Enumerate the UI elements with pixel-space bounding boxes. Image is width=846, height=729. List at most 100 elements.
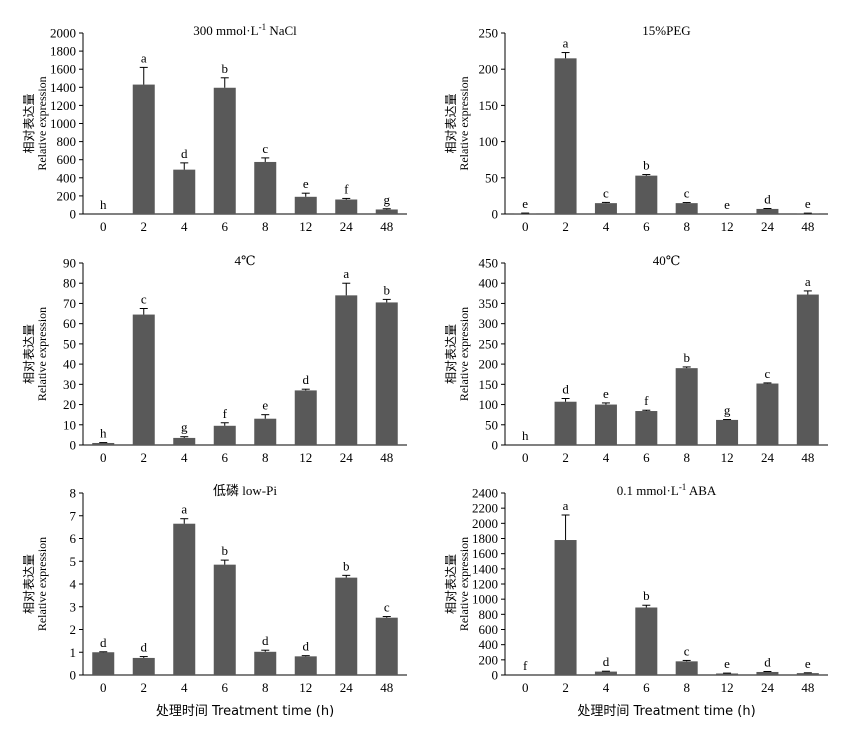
significance-letter: e xyxy=(724,656,730,671)
x-tick-label: 6 xyxy=(643,219,650,234)
significance-letter: e xyxy=(522,196,528,211)
y-tick-label: 30 xyxy=(63,377,76,392)
significance-letter: f xyxy=(523,658,528,673)
x-tick-label: 2 xyxy=(562,680,569,695)
bar xyxy=(756,671,779,675)
significance-letter: a xyxy=(805,274,811,289)
bar xyxy=(554,540,577,675)
x-tick-label: 6 xyxy=(222,450,229,465)
x-tick-label: 48 xyxy=(380,680,393,695)
x-axis-title: 处理时间 Treatment time (h) xyxy=(156,704,334,719)
chart-panel-2: 0 50 100 150 200 250 e 0 a 2 c 4 b 6 c 8 e 12 d 24 e 48 15%PEG… xyxy=(444,23,828,234)
bar xyxy=(335,199,358,214)
x-tick-label: 8 xyxy=(683,680,690,695)
x-tick-label: 12 xyxy=(299,450,312,465)
y-tick-label: 1800 xyxy=(472,531,498,546)
significance-letter: d xyxy=(262,633,269,648)
x-tick-label: 6 xyxy=(643,680,650,695)
significance-letter: c xyxy=(684,186,690,201)
y-tick-label: 250 xyxy=(479,26,499,41)
panel-title: 40℃ xyxy=(653,253,681,268)
bar xyxy=(796,294,819,445)
y-axis-title-cn: 相对表达量 xyxy=(444,324,458,384)
y-axis-title-cn: 相对表达量 xyxy=(22,93,36,153)
x-tick-label: 24 xyxy=(761,680,775,695)
y-tick-label: 200 xyxy=(479,357,499,372)
significance-letter: g xyxy=(384,192,391,207)
x-tick-label: 48 xyxy=(801,219,814,234)
y-tick-label: 10 xyxy=(63,417,76,432)
x-tick-label: 48 xyxy=(380,450,393,465)
significance-letter: a xyxy=(181,502,187,517)
y-tick-label: 1800 xyxy=(50,44,76,59)
bar xyxy=(375,302,398,445)
significance-letter: d xyxy=(603,654,610,669)
chart-panel-6: 0200400600800100012001400160018002000220… xyxy=(444,482,828,719)
y-tick-label: 200 xyxy=(57,188,77,203)
significance-letter: d xyxy=(562,381,569,396)
x-tick-label: 0 xyxy=(100,450,107,465)
significance-letter: b xyxy=(222,543,229,558)
y-tick-label: 6 xyxy=(70,531,77,546)
significance-letter: c xyxy=(141,292,147,307)
bar xyxy=(796,213,819,214)
significance-letter: d xyxy=(764,191,771,206)
significance-letter: a xyxy=(141,50,147,65)
bar xyxy=(173,523,196,675)
bar xyxy=(294,196,317,214)
bar xyxy=(213,425,236,445)
bar xyxy=(796,673,819,675)
y-tick-label: 350 xyxy=(479,296,499,311)
x-tick-label: 12 xyxy=(721,219,734,234)
significance-letter: d xyxy=(303,639,310,654)
x-tick-label: 24 xyxy=(761,219,775,234)
y-tick-label: 1200 xyxy=(50,98,76,113)
bar xyxy=(635,411,658,445)
y-axis-title-en: Relative expression xyxy=(457,76,471,170)
y-tick-label: 400 xyxy=(479,637,499,652)
x-tick-label: 0 xyxy=(522,219,529,234)
bar xyxy=(514,213,537,214)
x-tick-label: 12 xyxy=(721,680,734,695)
y-tick-label: 20 xyxy=(63,397,76,412)
y-tick-label: 200 xyxy=(479,62,499,77)
y-tick-label: 400 xyxy=(57,170,77,185)
y-tick-label: 150 xyxy=(479,377,499,392)
y-tick-label: 600 xyxy=(57,152,77,167)
y-axis-title-en: Relative expression xyxy=(457,537,471,631)
x-tick-label: 2 xyxy=(141,680,148,695)
y-tick-label: 400 xyxy=(479,276,499,291)
bar xyxy=(213,87,236,214)
y-tick-label: 1600 xyxy=(50,62,76,77)
y-tick-label: 100 xyxy=(479,397,499,412)
bar xyxy=(173,437,196,445)
y-tick-label: 1200 xyxy=(472,577,498,592)
bar xyxy=(675,203,698,214)
x-tick-label: 12 xyxy=(299,219,312,234)
significance-letter: c xyxy=(384,600,390,615)
x-tick-label: 0 xyxy=(100,219,107,234)
x-tick-label: 8 xyxy=(683,450,690,465)
y-tick-label: 0 xyxy=(70,668,77,683)
y-tick-label: 2400 xyxy=(472,486,498,501)
y-tick-label: 150 xyxy=(479,98,499,113)
y-axis-title-cn: 相对表达量 xyxy=(22,324,36,384)
y-axis-title-en: Relative expression xyxy=(35,307,49,401)
bar xyxy=(756,208,779,214)
x-tick-label: 24 xyxy=(761,450,775,465)
significance-letter: b xyxy=(643,158,650,173)
y-tick-label: 2000 xyxy=(50,26,76,41)
x-tick-label: 8 xyxy=(262,450,269,465)
y-tick-label: 5 xyxy=(70,554,77,569)
y-tick-label: 800 xyxy=(57,134,77,149)
panel-title: 300 mmol·L-1 NaCl xyxy=(193,22,297,38)
bar xyxy=(716,419,739,445)
bar xyxy=(375,617,398,675)
x-tick-label: 8 xyxy=(262,680,269,695)
significance-letter: e xyxy=(805,656,811,671)
bar xyxy=(132,84,155,215)
x-axis-title: 处理时间 Treatment time (h) xyxy=(577,704,755,719)
x-tick-label: 48 xyxy=(801,680,814,695)
